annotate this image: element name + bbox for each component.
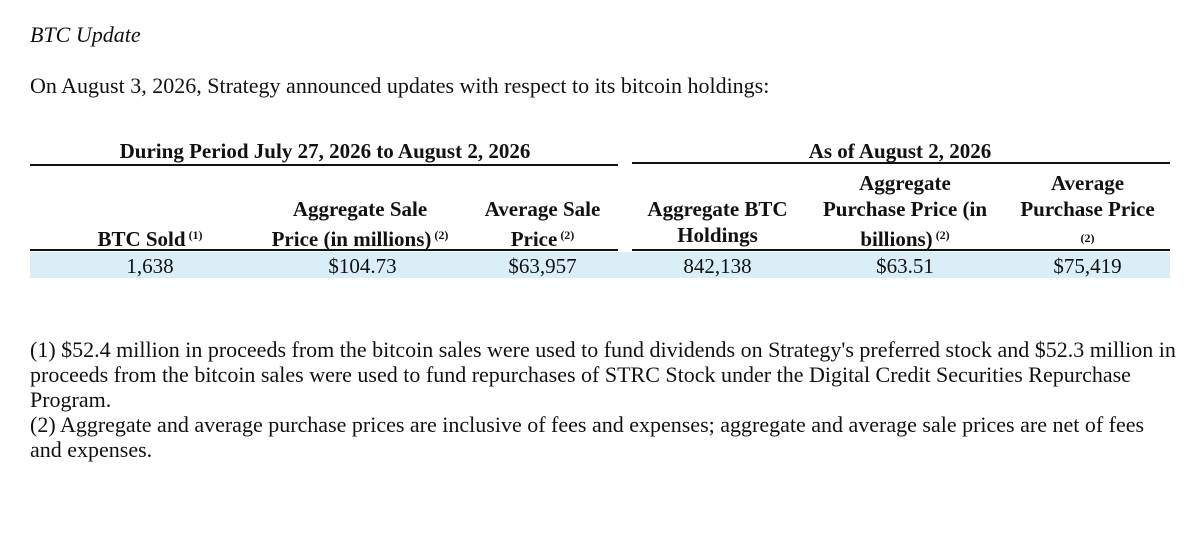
cell-average-purchase-price: $75,419 <box>1053 254 1122 278</box>
cell-aggregate-sale-price: $104.73 <box>328 254 397 278</box>
footnote-2: (2) Aggregate and average purchase price… <box>30 412 1145 462</box>
cell-btc-sold: 1,638 <box>126 254 174 278</box>
col-header-aggregate-purchase-price-footnote: (2) <box>935 228 950 242</box>
cell-aggregate-purchase-price: $63.51 <box>876 254 934 278</box>
header-rule-period <box>30 249 618 251</box>
header-rule-as-of <box>632 249 1170 251</box>
section-title: BTC Update <box>30 22 141 47</box>
footnote-1: (1) $52.4 million in proceeds from the b… <box>30 337 1176 412</box>
col-header-btc-sold: BTC Sold (1) <box>97 227 203 251</box>
col-header-average-purchase-price: Average Purchase Price (2) <box>1020 171 1155 245</box>
col-header-average-purchase-price-footnote: (2) <box>1080 231 1095 245</box>
col-header-btc-sold-footnote: (1) <box>188 228 203 242</box>
table-row <box>30 252 1170 278</box>
col-header-aggregate-sale-price: Aggregate Sale Price (in millions) (2) <box>271 197 449 251</box>
col-header-aggregate-purchase-price: Aggregate Purchase Price (in billions) (2… <box>822 171 988 251</box>
group-header-as-of: As of August 2, 2026 <box>808 139 992 163</box>
col-header-average-sale-price: Average Sale Price (2) <box>484 197 601 251</box>
cell-average-sale-price: $63,957 <box>508 254 577 278</box>
footnotes: (1) $52.4 million in proceeds from the b… <box>30 337 1180 462</box>
group-rule-as-of <box>632 162 1170 164</box>
col-header-average-sale-price-footnote: (2) <box>560 228 575 242</box>
intro-paragraph: On August 3, 2026, Strategy announced up… <box>30 73 770 98</box>
col-header-aggregate-btc-holdings: Aggregate BTC Holdings <box>647 197 788 247</box>
group-header-period: During Period July 27, 2026 to August 2,… <box>119 139 531 163</box>
col-header-aggregate-sale-price-footnote: (2) <box>434 228 449 242</box>
cell-aggregate-btc-holdings: 842,138 <box>683 254 752 278</box>
group-rule-period <box>30 164 618 166</box>
